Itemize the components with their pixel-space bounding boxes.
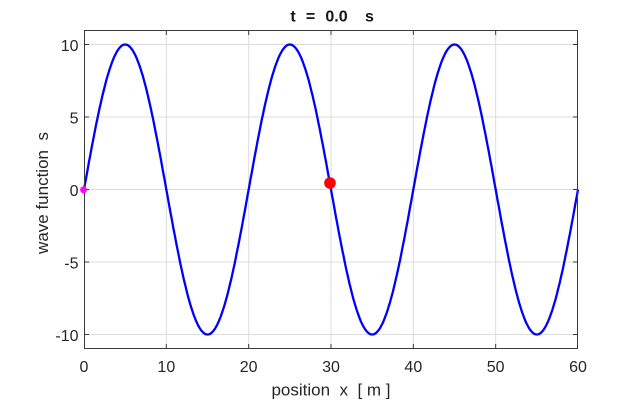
svg-text:40: 40	[404, 359, 422, 376]
svg-text:5: 5	[70, 111, 79, 128]
svg-text:-5: -5	[64, 256, 78, 273]
svg-text:30: 30	[322, 359, 340, 376]
svg-text:-10: -10	[55, 328, 78, 345]
svg-text:0: 0	[80, 359, 89, 376]
svg-text:50: 50	[487, 359, 505, 376]
svg-text:10: 10	[157, 359, 175, 376]
svg-text:0: 0	[70, 183, 79, 200]
svg-text:=: =	[306, 9, 315, 26]
svg-text:60: 60	[569, 359, 587, 376]
svg-text:20: 20	[240, 359, 258, 376]
svg-text:0.0: 0.0	[325, 9, 347, 26]
svg-text:t: t	[290, 9, 296, 26]
svg-text:s: s	[365, 9, 374, 26]
svg-text:10: 10	[61, 38, 79, 55]
svg-text:wave function s: wave function s	[33, 132, 52, 255]
svg-text:position x [ m ]: position x [ m ]	[271, 381, 390, 400]
